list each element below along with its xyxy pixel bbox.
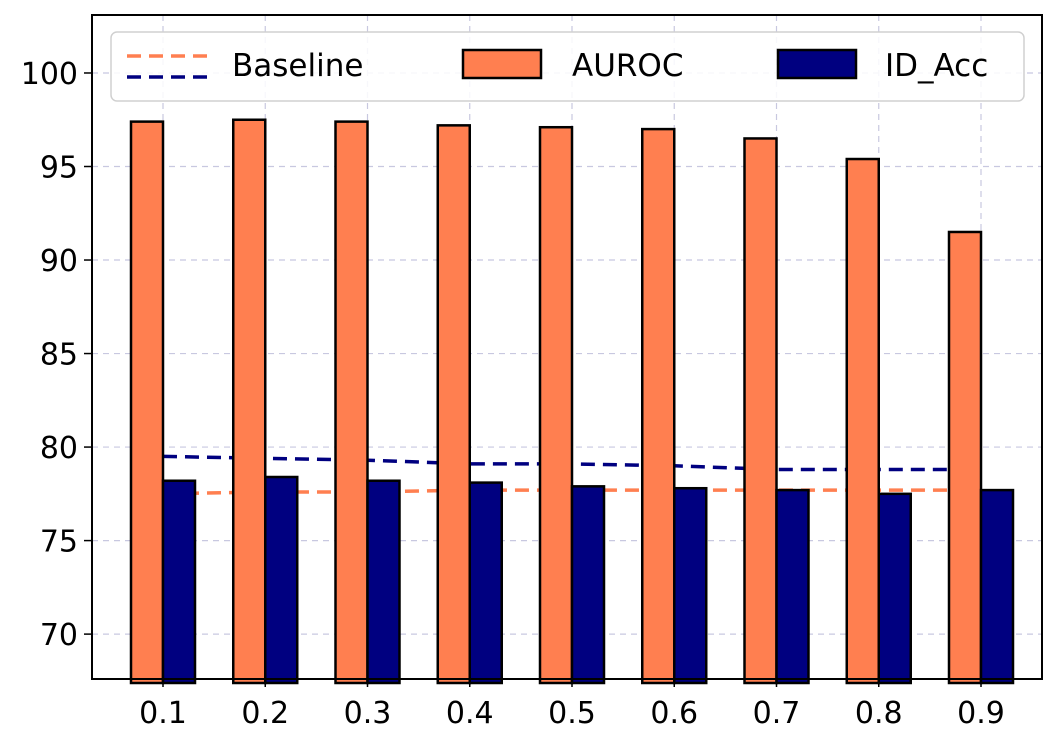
y-tick-label: 85 xyxy=(40,338,78,373)
bar-id-acc xyxy=(673,486,708,685)
bars xyxy=(129,118,1015,685)
legend-label-id-acc: ID_Acc xyxy=(885,48,988,84)
bar-auroc xyxy=(232,118,267,685)
bar-id-acc xyxy=(877,492,912,685)
y-tick-label: 70 xyxy=(40,618,78,653)
y-tick-label: 90 xyxy=(40,244,78,279)
x-tick-label: 0.6 xyxy=(650,696,698,731)
y-axis-ticks: 70 75 80 85 90 95 100 xyxy=(21,57,92,653)
legend-label-baseline: Baseline xyxy=(232,48,363,84)
x-tick-label: 0.2 xyxy=(241,696,289,731)
bar-auroc xyxy=(743,137,778,685)
bar-id-acc xyxy=(570,485,606,685)
y-tick-label: 80 xyxy=(40,431,78,466)
x-tick-label: 0.3 xyxy=(344,696,392,731)
y-tick-label: 95 xyxy=(40,151,78,186)
x-tick-label: 0.1 xyxy=(139,696,187,731)
bar-id-acc xyxy=(161,479,197,685)
bar-id-acc xyxy=(775,488,810,685)
plot-area-frame xyxy=(91,14,1043,680)
bar-id-acc xyxy=(366,479,401,685)
y-tick-label: 75 xyxy=(40,525,78,560)
bar-auroc xyxy=(129,120,165,685)
legend-swatch-auroc xyxy=(461,48,543,80)
x-tick-label: 0.9 xyxy=(957,696,1005,731)
bar-auroc xyxy=(845,157,880,685)
bar-id-acc xyxy=(979,488,1015,685)
y-tick-label: 100 xyxy=(21,57,78,92)
x-tick-label: 0.5 xyxy=(548,696,596,731)
bar-auroc xyxy=(436,124,471,685)
x-tick-label: 0.7 xyxy=(753,696,801,731)
bar-id-acc xyxy=(468,481,503,685)
bar-auroc xyxy=(641,127,676,685)
x-tick-label: 0.8 xyxy=(855,696,903,731)
legend-label-auroc: AUROC xyxy=(572,48,683,84)
x-tick-label: 0.4 xyxy=(446,696,494,731)
bar-auroc xyxy=(947,230,983,685)
x-axis-ticks: 0.1 0.2 0.3 0.4 0.5 0.6 0.7 0.8 0.9 xyxy=(139,679,1005,731)
bar-id-acc xyxy=(264,475,299,685)
bar-auroc xyxy=(334,120,369,685)
legend: Baseline AUROC ID_Acc xyxy=(110,31,1025,102)
legend-swatch-id-acc xyxy=(776,48,858,80)
bar-auroc xyxy=(538,125,574,685)
